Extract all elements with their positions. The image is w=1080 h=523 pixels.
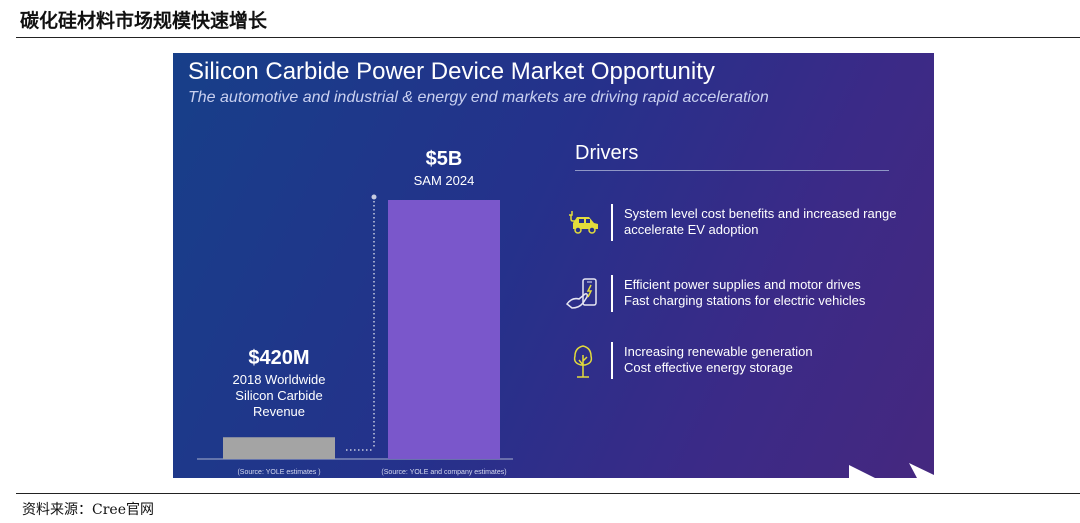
header-divider	[16, 37, 1080, 38]
slide-title: Silicon Carbide Power Device Market Oppo…	[188, 58, 715, 85]
electric-car-icon	[569, 211, 598, 234]
bar-description-label: Revenue	[253, 404, 305, 419]
drivers-heading: Drivers	[575, 142, 639, 164]
bar-description-label: 2018 Worldwide	[233, 372, 326, 387]
driver-line: Increasing renewable generation	[624, 344, 813, 359]
bar-description-label: Silicon Carbide	[235, 388, 322, 403]
bar-source-note: (Source: YOLE and company estimates)	[381, 469, 506, 476]
bar-source-note: (Source: YOLE estimates )	[237, 469, 320, 476]
drivers-divider	[575, 170, 889, 171]
driver-line: Fast charging stations for electric vehi…	[624, 293, 866, 308]
slide-corner-decoration	[849, 463, 934, 478]
tree-icon	[573, 345, 593, 378]
bar-description-label: SAM 2024	[414, 173, 475, 188]
driver-separator	[611, 204, 613, 241]
bar-2024	[388, 200, 500, 459]
bar-value-label: $5B	[426, 148, 463, 170]
bar-2018	[223, 437, 335, 459]
source-note: 资料来源：Cree官网	[22, 502, 154, 518]
footer-divider	[16, 493, 1080, 494]
driver-text: Increasing renewable generation Cost eff…	[624, 344, 813, 376]
bar-value-label: $420M	[248, 347, 309, 369]
driver-power-supplies: Efficient power supplies and motor drive…	[563, 275, 923, 313]
slide: Silicon Carbide Power Device Market Oppo…	[173, 53, 934, 478]
driver-text: Efficient power supplies and motor drive…	[624, 277, 865, 309]
driver-separator	[611, 275, 613, 312]
driver-line: Efficient power supplies and motor drive…	[624, 277, 861, 292]
driver-text: System level cost benefits and increased…	[624, 206, 896, 238]
growth-connector-dot	[371, 194, 377, 200]
driver-renewables: Increasing renewable generation Cost eff…	[563, 342, 923, 380]
driver-line: accelerate EV adoption	[624, 222, 759, 237]
slide-subtitle: The automotive and industrial & energy e…	[188, 89, 769, 106]
phone-charging-icon	[565, 278, 597, 309]
driver-line: System level cost benefits and increased…	[624, 206, 897, 221]
page-title: 碳化硅材料市场规模快速增长	[20, 10, 268, 32]
driver-separator	[611, 342, 613, 379]
driver-line: Cost effective energy storage	[624, 360, 793, 375]
driver-ev-adoption: System level cost benefits and increased…	[563, 204, 923, 242]
